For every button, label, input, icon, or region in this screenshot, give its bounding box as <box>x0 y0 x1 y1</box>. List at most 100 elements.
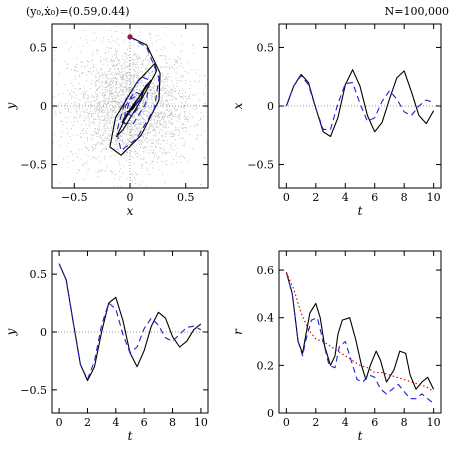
particle-dot <box>75 94 77 96</box>
particle-dot <box>139 84 141 86</box>
particle-dot <box>155 102 157 104</box>
particle-dot <box>122 32 124 34</box>
particle-dot <box>122 114 123 115</box>
particle-dot <box>87 101 89 103</box>
particle-dot <box>97 114 98 116</box>
particle-dot <box>80 37 82 39</box>
particle-dot <box>126 78 128 80</box>
particle-dot <box>175 77 177 79</box>
particle-dot <box>130 123 131 125</box>
particle-dot <box>151 119 153 121</box>
particle-dot <box>135 89 137 90</box>
particle-dot <box>161 87 163 89</box>
particle-dot <box>118 116 119 117</box>
particle-dot <box>108 101 109 102</box>
particle-dot <box>75 66 76 68</box>
particle-dot <box>122 93 123 95</box>
particle-dot <box>119 114 120 116</box>
particle-dot <box>156 50 158 52</box>
particle-dot <box>165 114 167 116</box>
particle-dot <box>138 46 140 48</box>
particle-dot <box>92 54 94 56</box>
particle-dot <box>140 121 142 123</box>
particle-dot <box>94 157 96 159</box>
particle-dot <box>116 87 117 88</box>
particle-dot <box>159 150 161 152</box>
particle-dot <box>124 99 125 101</box>
particle-dot <box>121 101 123 103</box>
particle-dot <box>107 102 109 104</box>
particle-dot <box>152 74 154 76</box>
particle-dot <box>153 82 155 84</box>
particle-dot <box>169 109 171 111</box>
particle-dot <box>178 131 180 132</box>
particle-dot <box>86 147 88 149</box>
particle-dot <box>121 91 123 93</box>
particle-dot <box>194 125 196 127</box>
particle-dot <box>108 95 110 96</box>
particle-dot <box>111 48 112 49</box>
particle-dot <box>86 132 87 134</box>
particle-dot <box>152 124 154 125</box>
particle-dot <box>136 128 138 130</box>
particle-dot <box>122 79 124 81</box>
particle-dot <box>64 61 66 63</box>
particle-dot <box>113 66 114 68</box>
particle-dot <box>137 102 139 104</box>
particle-dot <box>169 133 171 134</box>
particle-dot <box>120 76 122 78</box>
particle-dot <box>115 122 116 124</box>
particle-dot <box>87 60 88 62</box>
particle-dot <box>149 125 151 127</box>
particle-dot <box>152 63 154 65</box>
particle-dot <box>105 82 106 84</box>
particle-dot <box>140 116 142 117</box>
particle-dot <box>122 76 124 77</box>
particle-dot <box>80 111 82 113</box>
particle-dot <box>121 148 123 149</box>
particle-dot <box>84 102 86 104</box>
particle-dot <box>116 97 118 99</box>
particle-dot <box>70 151 72 153</box>
particle-dot <box>147 90 149 92</box>
particle-dot <box>114 48 116 50</box>
particle-dot <box>195 93 197 95</box>
particle-dot <box>120 78 122 80</box>
particle-dot <box>151 142 153 144</box>
particle-dot <box>92 104 94 106</box>
particle-dot <box>130 60 132 62</box>
particle-dot <box>85 163 86 165</box>
particle-dot <box>87 65 88 66</box>
particle-dot <box>100 136 102 138</box>
particle-dot <box>101 110 102 112</box>
particle-dot <box>142 63 143 64</box>
particle-dot <box>130 130 132 132</box>
particle-dot <box>159 122 161 123</box>
particle-dot <box>131 93 132 95</box>
particle-dot <box>118 127 120 128</box>
particle-dot <box>117 68 119 70</box>
particle-dot <box>166 164 168 166</box>
orbit-series <box>109 34 161 156</box>
particle-dot <box>195 69 197 71</box>
particle-dot <box>136 85 138 86</box>
particle-dot <box>115 81 117 83</box>
particle-dot <box>78 88 80 90</box>
particle-dot <box>92 70 94 72</box>
particle-dot <box>102 112 104 114</box>
particle-dot <box>139 27 141 29</box>
x-tick-label: 8 <box>401 416 408 429</box>
particle-dot <box>171 111 173 113</box>
particle-dot <box>198 119 200 121</box>
particle-dot <box>165 79 167 81</box>
particle-dot <box>133 99 135 101</box>
particle-dot <box>92 51 94 53</box>
particle-dot <box>126 66 128 68</box>
particle-dot <box>104 89 106 91</box>
particle-dot <box>140 91 142 93</box>
particle-dot <box>133 89 135 90</box>
particle-dot <box>99 118 101 120</box>
particle-dot <box>176 85 178 87</box>
particle-dot <box>131 91 133 93</box>
